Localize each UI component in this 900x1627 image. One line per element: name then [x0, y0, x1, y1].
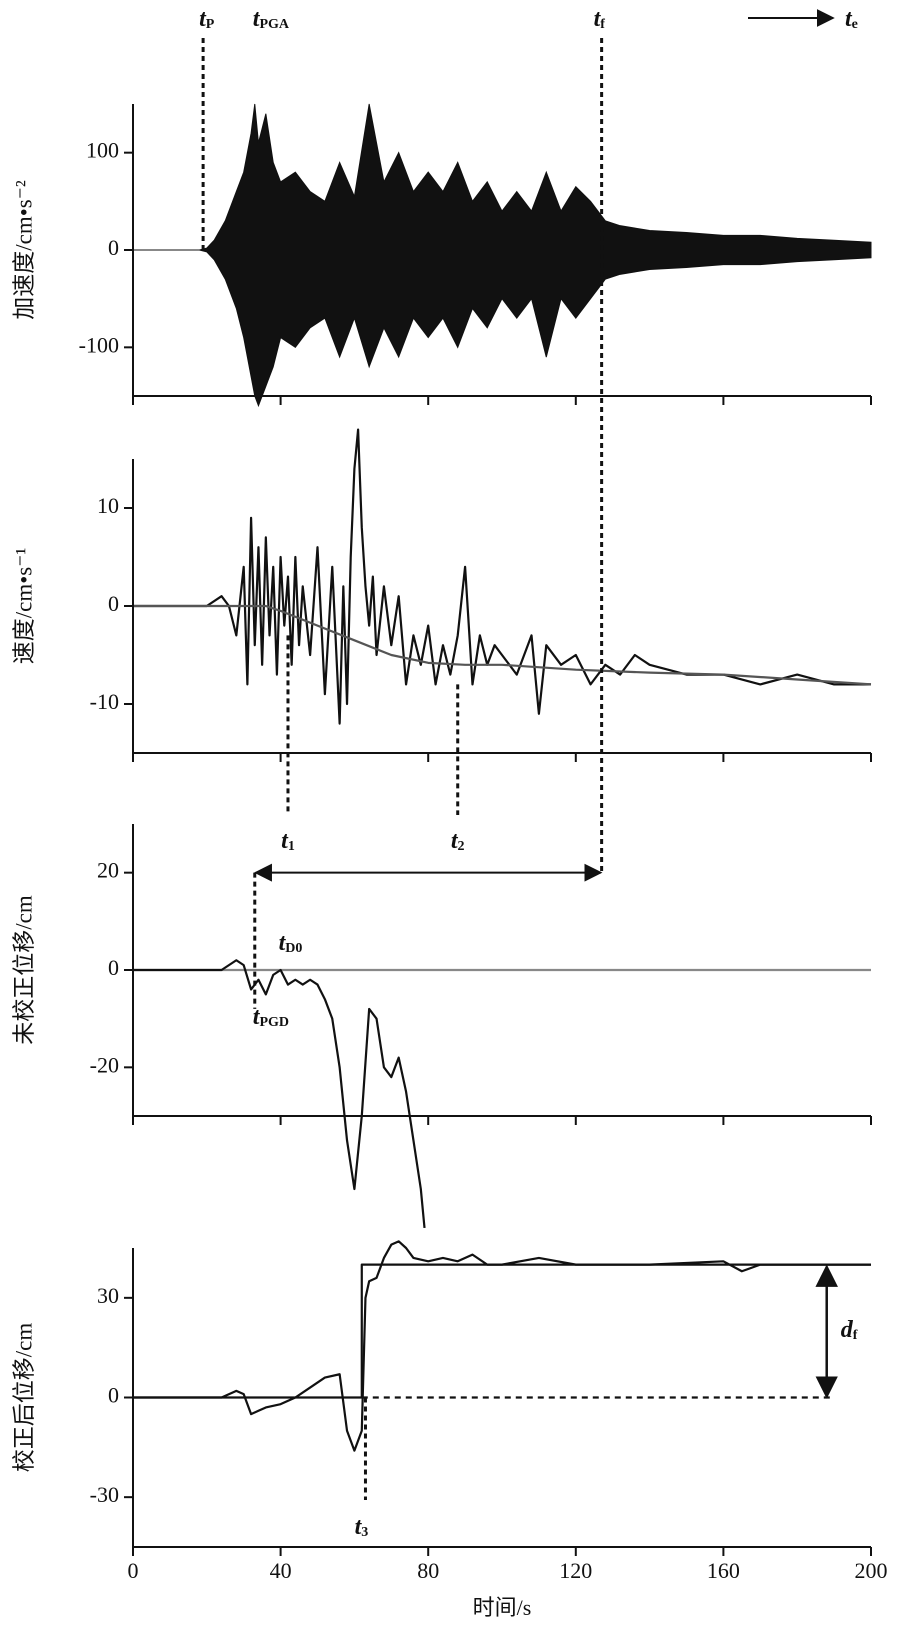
- annotation-symbol: t: [845, 6, 853, 32]
- y-axis-label: 校正后位移/cm: [11, 1323, 36, 1473]
- annotation-subscript: f: [600, 17, 605, 32]
- annotation-label: te: [845, 6, 858, 33]
- y-tick-label: -100: [79, 332, 119, 357]
- series-line: [133, 428, 871, 725]
- annotation-label: df: [841, 1317, 858, 1344]
- annotation-symbol: t: [594, 6, 602, 32]
- y-tick-label: 0: [108, 955, 119, 980]
- annotation-subscript: 1: [288, 839, 295, 854]
- y-tick-label: 20: [97, 858, 119, 883]
- y-tick-label: 0: [108, 1383, 119, 1408]
- annotation-subscript: e: [852, 17, 858, 32]
- annotation-label: tPGD: [253, 1004, 289, 1031]
- annotation-label: tf: [594, 6, 606, 33]
- annotation-symbol: t: [253, 6, 261, 32]
- x-tick-label: 200: [855, 1558, 888, 1583]
- x-axis-label: 时间/s: [473, 1595, 532, 1620]
- annotation-subscript: 2: [458, 839, 465, 854]
- annotation-label: tP: [199, 6, 215, 33]
- annotation-label: tD0: [279, 930, 303, 957]
- y-tick-label: 0: [108, 235, 119, 260]
- series-line: [133, 1240, 871, 1452]
- series-line: [133, 604, 872, 686]
- annotation-symbol: t: [355, 1514, 363, 1540]
- y-tick-label: -30: [90, 1482, 119, 1507]
- series-line: [133, 1263, 871, 1399]
- annotation-symbol: d: [841, 1317, 854, 1343]
- x-tick-label: 120: [559, 1558, 592, 1583]
- annotation-subscript: PGA: [259, 17, 289, 32]
- annotation-symbol: t: [253, 1004, 261, 1030]
- series-line: [133, 959, 426, 1229]
- y-tick-label: 30: [97, 1283, 119, 1308]
- annotation-label: t3: [355, 1514, 369, 1541]
- annotation-label: t2: [451, 828, 465, 855]
- y-axis-label: 速度/cm•s⁻¹: [11, 548, 36, 665]
- annotation-symbol: t: [279, 930, 287, 956]
- annotation-subscript: f: [853, 1328, 858, 1343]
- y-tick-label: -10: [90, 689, 119, 714]
- annotation-label: tPGA: [253, 6, 290, 33]
- annotation-symbol: t: [451, 828, 459, 854]
- annotation-symbol: t: [281, 828, 289, 854]
- annotation-subscript: D0: [285, 941, 302, 956]
- annotation-subscript: PGD: [259, 1015, 289, 1030]
- x-tick-label: 0: [128, 1558, 139, 1583]
- x-tick-label: 40: [270, 1558, 292, 1583]
- y-tick-label: 100: [86, 138, 119, 163]
- y-tick-label: 10: [97, 493, 119, 518]
- annotation-symbol: t: [199, 6, 207, 32]
- annotation-label: t1: [281, 828, 295, 855]
- y-axis-label: 未校正位移/cm: [11, 895, 36, 1045]
- y-axis-label: 加速度/cm•s⁻²: [11, 180, 36, 320]
- acceleration-envelope: [133, 103, 872, 408]
- x-tick-label: 160: [707, 1558, 740, 1583]
- annotation-subscript: P: [206, 17, 215, 32]
- y-tick-label: -20: [90, 1052, 119, 1077]
- x-tick-label: 80: [417, 1558, 439, 1583]
- annotation-subscript: 3: [361, 1525, 368, 1540]
- y-tick-label: 0: [108, 591, 119, 616]
